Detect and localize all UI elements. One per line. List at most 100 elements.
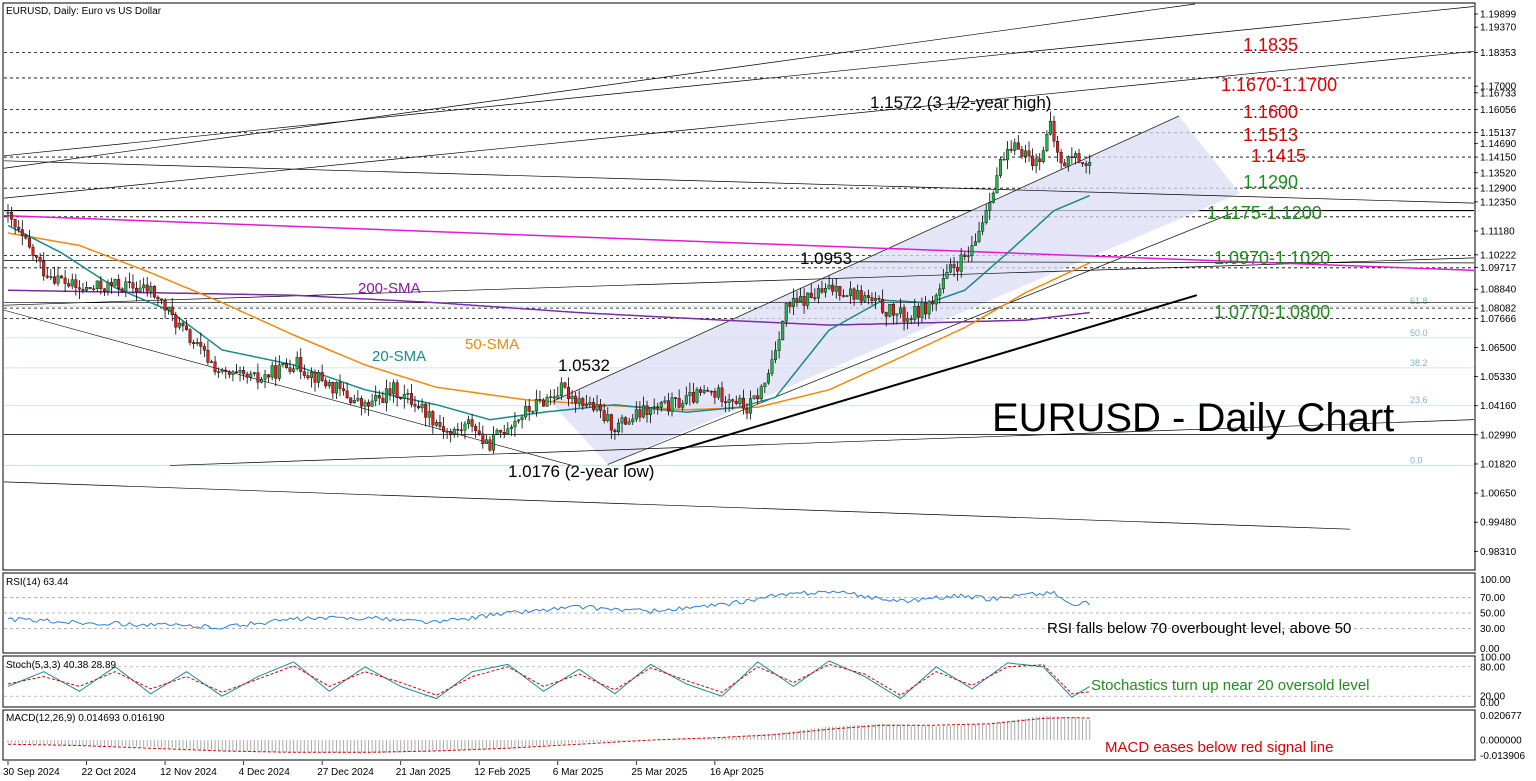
candle-body	[1066, 156, 1070, 167]
indicators-layer: 100.0070.0050.0030.000.00100.0080.0020.0…	[4, 575, 1525, 762]
candle-body	[634, 409, 638, 420]
candle	[859, 285, 863, 306]
candle	[267, 373, 271, 383]
magenta-trendline	[3, 214, 1475, 272]
candle	[1034, 153, 1038, 174]
candle	[802, 288, 806, 314]
price-tick-label: 1.16733	[1480, 88, 1517, 99]
candle	[770, 350, 774, 377]
candle-body	[902, 307, 906, 322]
candle	[38, 253, 42, 269]
candle-body	[1020, 149, 1024, 157]
support-s1: 1.1290	[1243, 172, 1298, 192]
candle-body	[1056, 141, 1060, 153]
candle	[424, 402, 428, 427]
candle	[952, 256, 956, 277]
candle	[784, 302, 788, 327]
candle	[345, 382, 349, 400]
candle-body	[1048, 120, 1052, 135]
candle	[970, 235, 974, 263]
candle	[10, 206, 14, 227]
candle-body	[170, 306, 174, 316]
candle	[552, 389, 556, 405]
candle-body	[963, 254, 967, 257]
candle	[923, 296, 927, 320]
candle	[60, 275, 64, 279]
stoch-note: Stochastics turn up near 20 oversold lev…	[1091, 677, 1370, 694]
candle-body	[431, 411, 435, 426]
candle-body	[184, 325, 188, 330]
resistance-r2: 1.1670-1.1700	[1221, 75, 1337, 95]
candle	[674, 396, 678, 408]
price-tick-label: 1.09717	[1480, 263, 1517, 274]
candle-body	[659, 402, 663, 408]
candle-body	[838, 285, 842, 296]
candle	[384, 379, 388, 412]
candle	[334, 381, 338, 400]
candle	[142, 277, 146, 294]
candle-body	[299, 357, 303, 372]
candle	[652, 398, 656, 415]
candle	[991, 190, 995, 204]
candle	[67, 278, 71, 288]
candle-body	[788, 303, 792, 307]
candle	[774, 341, 778, 364]
candle-body	[309, 372, 313, 379]
candle-body	[881, 299, 885, 313]
candle-body	[377, 395, 381, 399]
candle-body	[631, 418, 635, 423]
candle	[1027, 141, 1031, 162]
candle-body	[749, 398, 753, 414]
fib-label-1: 50.0	[1410, 328, 1428, 338]
candle	[549, 389, 553, 406]
candle	[374, 385, 378, 407]
candle-body	[131, 282, 135, 289]
main-title: EURUSD - Daily Chart	[992, 396, 1394, 440]
candle	[527, 399, 531, 421]
candle	[206, 340, 210, 366]
candle	[324, 377, 328, 389]
candle	[174, 311, 178, 335]
candle	[902, 304, 906, 331]
candle-body	[509, 426, 513, 429]
candle-body	[845, 295, 849, 297]
stoch-axis-label: 80.00	[1480, 662, 1505, 673]
macd-axis-label: 0.020677	[1480, 711, 1522, 722]
stoch-pane-frame	[2, 655, 1476, 708]
candle-body	[1070, 156, 1074, 158]
down-trendline	[3, 309, 573, 466]
candle-body	[442, 426, 446, 432]
candle-body	[624, 417, 628, 425]
candle-body	[481, 433, 485, 445]
candle	[666, 392, 670, 416]
candle	[499, 429, 503, 438]
candle	[695, 387, 699, 404]
candle	[156, 295, 160, 306]
candle	[299, 348, 303, 380]
sma200-label: 200-SMA	[358, 280, 421, 297]
candle	[891, 302, 895, 325]
trendline-5	[3, 260, 1475, 264]
price-tick-label: 1.13520	[1480, 168, 1517, 179]
candle-body	[913, 305, 917, 320]
candle	[827, 275, 831, 290]
candle	[427, 402, 431, 427]
candle	[813, 288, 817, 302]
candle-body	[506, 428, 510, 434]
candle-body	[556, 395, 560, 399]
candle-body	[320, 372, 324, 381]
candle-body	[588, 402, 592, 405]
candle-body	[649, 407, 653, 415]
candle-body	[234, 371, 238, 374]
candle-body	[259, 379, 263, 383]
candle-body	[484, 439, 488, 445]
candle	[749, 390, 753, 420]
candle	[556, 386, 560, 399]
candle-body	[824, 288, 828, 293]
date-tick-label: 6 Mar 2025	[553, 767, 604, 778]
candle	[445, 428, 449, 439]
candle	[631, 414, 635, 426]
resistance-r4: 1.1513	[1243, 125, 1298, 145]
candle	[413, 396, 417, 413]
price-tick-label: 1.12350	[1480, 197, 1517, 208]
